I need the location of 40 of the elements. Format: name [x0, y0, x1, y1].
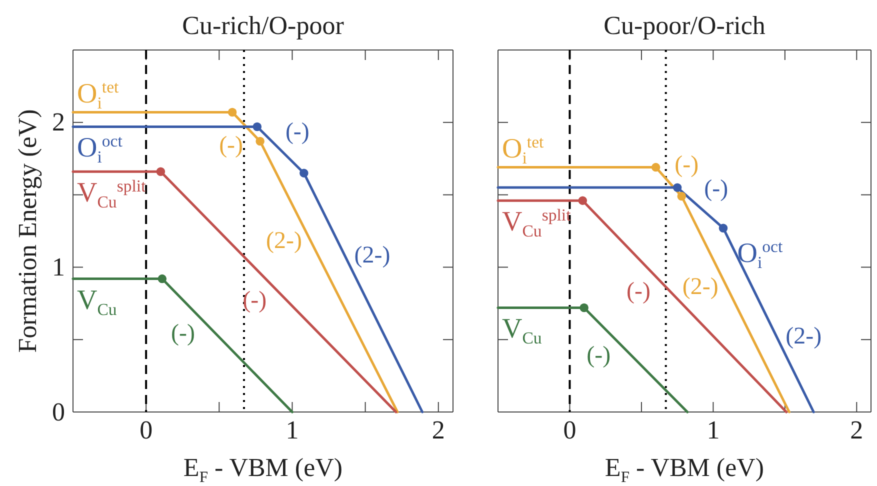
chart-title: Cu-rich/O-poor: [182, 11, 344, 40]
x-tick-label: 2: [850, 415, 864, 444]
series-label: V$_{Cu}$: [77, 284, 118, 319]
annotation: (-): [586, 342, 611, 368]
point: [718, 224, 728, 232]
annotation: (-): [170, 320, 195, 346]
point: [228, 108, 237, 117]
point: [677, 192, 686, 201]
y-tick-label: 2: [52, 108, 65, 137]
point: [252, 122, 262, 132]
x-tick-label: 0: [563, 415, 576, 444]
y-axis-title: Formation Energy (eV): [13, 109, 42, 353]
annotation: (-): [626, 278, 651, 304]
y-tick-label: 0: [52, 397, 65, 426]
x-tick-label: 2: [432, 415, 445, 444]
point: [651, 162, 660, 172]
point: [580, 303, 588, 312]
annotation: (2-): [682, 274, 718, 300]
annotation: (2-): [786, 323, 822, 350]
annotation: (-): [674, 151, 699, 178]
x-tick-label: 1: [286, 415, 299, 444]
x-axis-title: E$_{F}$ - VBM (eV): [183, 453, 343, 486]
point: [256, 136, 264, 146]
x-tick-label: 1: [706, 415, 720, 444]
point: [672, 183, 682, 192]
point: [300, 168, 308, 178]
annotation: (-): [219, 132, 244, 158]
point: [578, 196, 588, 205]
y-tick-label: 1: [52, 252, 65, 282]
annotation: (-): [704, 175, 728, 202]
annotation: (2-): [266, 227, 302, 254]
chart-title: Cu-poor/O-rich: [604, 11, 766, 40]
x-tick-label: 0: [140, 415, 153, 444]
annotation: (-): [242, 286, 267, 313]
point: [158, 274, 167, 284]
x-axis-title: E$_{F}$ - VBM (eV): [604, 453, 764, 486]
point: [156, 167, 166, 176]
annotation: (-): [285, 118, 310, 144]
annotation: (2-): [354, 242, 390, 268]
series-label: V$_{Cu}$: [502, 314, 542, 348]
